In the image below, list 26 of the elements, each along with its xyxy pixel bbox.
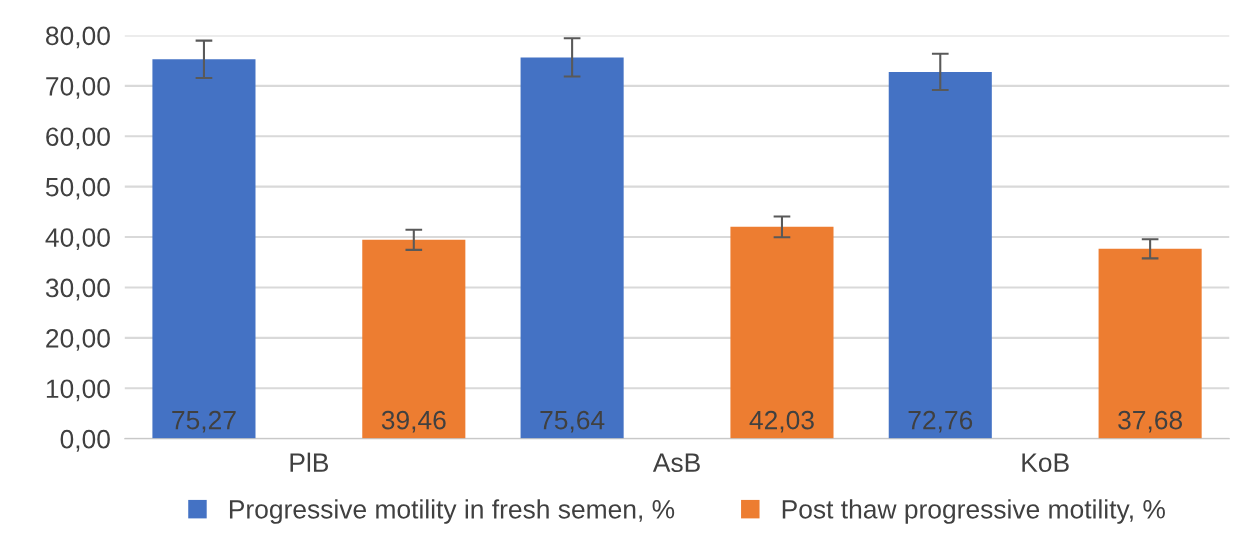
data-label: 75,27 xyxy=(172,410,236,433)
x-tick-label: AsB xyxy=(652,453,700,472)
y-tick-label: 0,00 xyxy=(60,429,110,452)
data-label: 39,46 xyxy=(381,410,446,433)
bar xyxy=(362,239,466,439)
y-tick-label: 80,00 xyxy=(46,26,110,49)
y-tick-label: 60,00 xyxy=(46,127,110,150)
legend-label: Progressive motility in fresh semen, % xyxy=(229,499,675,524)
bar xyxy=(730,226,834,439)
bar xyxy=(1098,248,1202,439)
y-tick-label: 40,00 xyxy=(45,228,110,251)
bar xyxy=(520,57,624,439)
y-tick-label: 10,00 xyxy=(46,379,110,402)
data-label: 37,68 xyxy=(1118,410,1182,433)
y-tick-label: 50,00 xyxy=(45,177,110,200)
data-label: 42,03 xyxy=(749,410,814,433)
y-tick-label: 20,00 xyxy=(46,329,110,351)
data-label: 72,76 xyxy=(908,410,973,433)
legend-label: Post thaw progressive motility, % xyxy=(782,499,1165,524)
bar xyxy=(888,71,992,439)
y-tick-label: 30,00 xyxy=(45,278,110,301)
x-tick-label: KoB xyxy=(1022,453,1069,472)
data-label: 75,64 xyxy=(540,410,605,433)
bar xyxy=(152,59,256,439)
y-tick-label: 70,00 xyxy=(46,76,110,99)
x-tick-label: PlB xyxy=(290,452,329,472)
